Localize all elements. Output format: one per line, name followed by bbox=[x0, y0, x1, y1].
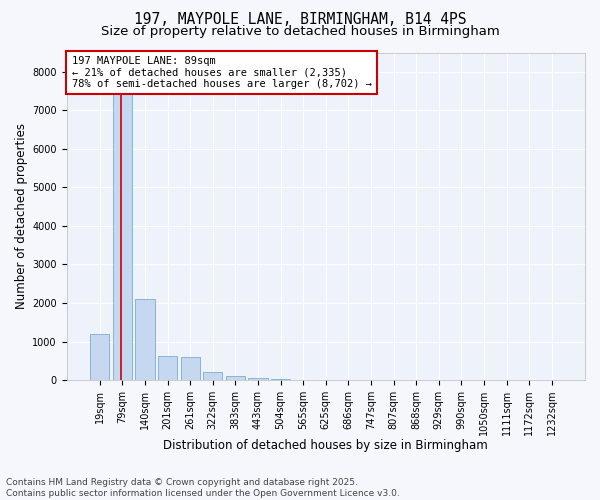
Text: Size of property relative to detached houses in Birmingham: Size of property relative to detached ho… bbox=[101, 25, 499, 38]
Text: 197 MAYPOLE LANE: 89sqm
← 21% of detached houses are smaller (2,335)
78% of semi: 197 MAYPOLE LANE: 89sqm ← 21% of detache… bbox=[71, 56, 371, 89]
Text: 197, MAYPOLE LANE, BIRMINGHAM, B14 4PS: 197, MAYPOLE LANE, BIRMINGHAM, B14 4PS bbox=[134, 12, 466, 28]
Bar bbox=[181, 357, 200, 380]
Bar bbox=[113, 93, 132, 380]
Bar bbox=[203, 372, 223, 380]
Y-axis label: Number of detached properties: Number of detached properties bbox=[15, 124, 28, 310]
Bar bbox=[135, 299, 155, 380]
Bar bbox=[90, 334, 109, 380]
Bar bbox=[271, 379, 290, 380]
Bar bbox=[226, 376, 245, 380]
Bar bbox=[248, 378, 268, 380]
X-axis label: Distribution of detached houses by size in Birmingham: Distribution of detached houses by size … bbox=[163, 440, 488, 452]
Text: Contains HM Land Registry data © Crown copyright and database right 2025.
Contai: Contains HM Land Registry data © Crown c… bbox=[6, 478, 400, 498]
Bar bbox=[158, 356, 177, 380]
